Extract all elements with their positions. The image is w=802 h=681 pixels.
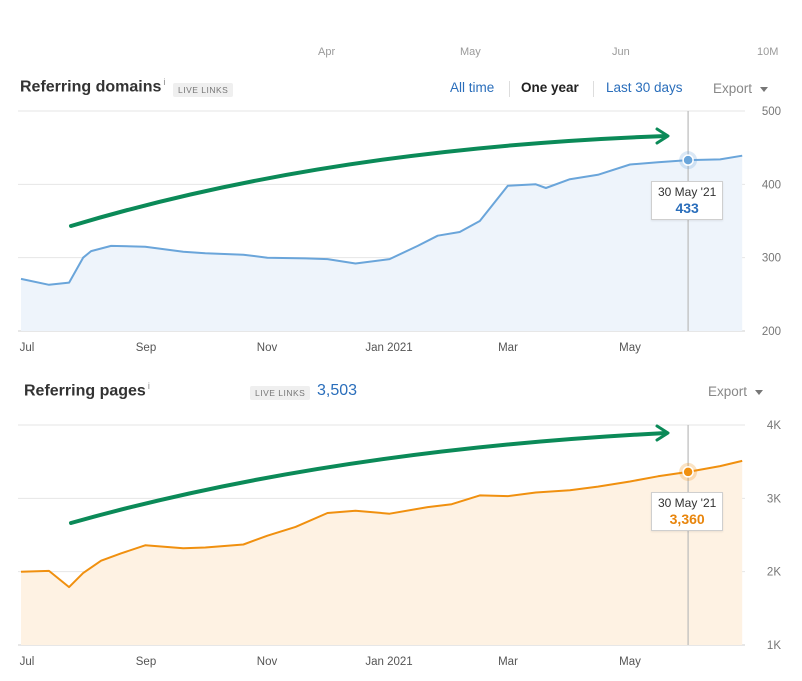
y-tick-label: 300 [762,253,781,265]
x-tick-label: May [619,342,641,354]
trend-arrow-head [655,424,670,442]
y-tick-label: 500 [762,106,781,118]
pages-title: Referring pages i [24,381,150,400]
referring-pages-total: 3,503 [317,382,358,399]
domains-title: Referring domains i [20,77,165,96]
hover-point [682,154,694,166]
x-tick-label: Nov [257,656,278,668]
pages-export-button[interactable]: Export [708,384,764,399]
range-all-time-button[interactable]: All time [450,80,495,95]
pages-tooltip: 30 May '21 3,360 [651,492,724,531]
top-axis-tick-jun: Jun [612,46,630,58]
x-tick-label: May [619,656,641,668]
export-label: Export [708,384,748,399]
x-tick-label: Mar [498,656,518,668]
y-tick-label: 400 [762,179,781,191]
top-axis-tick-apr: Apr [318,46,336,58]
range-one-year-button[interactable]: One year [521,80,579,95]
y-tick-label: 3K [767,493,781,505]
trend-arrow-line [69,431,668,525]
x-tick-label: Mar [498,342,518,354]
top-axis-tick-may: May [460,46,481,58]
x-tick-label: Nov [257,342,278,354]
x-tick-label: Jul [20,656,35,668]
y-tick-label: 2K [767,567,781,579]
series-line [20,154,743,286]
x-tick-label: Jul [20,342,35,354]
referring-pages-chart: 1K 2K 3K 4K Jul Sep Nov Jan 2021 Mar May [18,420,781,668]
range-separator [509,81,510,97]
live-links-badge: LIVE LINKS [250,386,311,400]
x-tick-label: Jan 2021 [365,656,412,668]
x-tick-label: Jan 2021 [365,342,412,354]
domains-tooltip: 30 May '21 433 [651,181,724,220]
tooltip-date: 30 May '21 [658,496,717,510]
tooltip-value: 3,360 [669,511,705,527]
series-area [21,460,743,645]
y-tick-label: 4K [767,420,781,432]
tooltip-value: 433 [675,200,699,216]
hover-point [682,466,694,478]
range-separator [593,81,594,97]
chevron-down-icon [755,389,764,395]
tooltip-date: 30 May '21 [658,185,717,199]
pages-title-text: Referring pages [24,382,146,400]
trend-arrow-line [69,134,668,228]
range-last-30-days-button[interactable]: Last 30 days [606,80,683,95]
domains-title-text: Referring domains [20,78,162,96]
top-axis-tick-10m: 10M [757,46,779,58]
trend-arrow-head [655,127,670,145]
referring-domains-chart: 200 300 400 500 Jul Sep Nov Jan 2021 Mar May [18,106,781,354]
export-label: Export [713,81,753,96]
series-line [20,459,743,589]
y-tick-label: 200 [762,326,781,338]
domains-export-button[interactable]: Export [713,81,769,96]
info-icon[interactable]: i [163,77,166,87]
x-tick-label: Sep [136,656,156,668]
live-links-badge: LIVE LINKS [173,83,234,97]
chevron-down-icon [760,86,769,92]
y-tick-label: 1K [767,640,781,652]
x-tick-label: Sep [136,342,156,354]
series-area [21,155,743,331]
info-icon[interactable]: i [147,381,150,391]
